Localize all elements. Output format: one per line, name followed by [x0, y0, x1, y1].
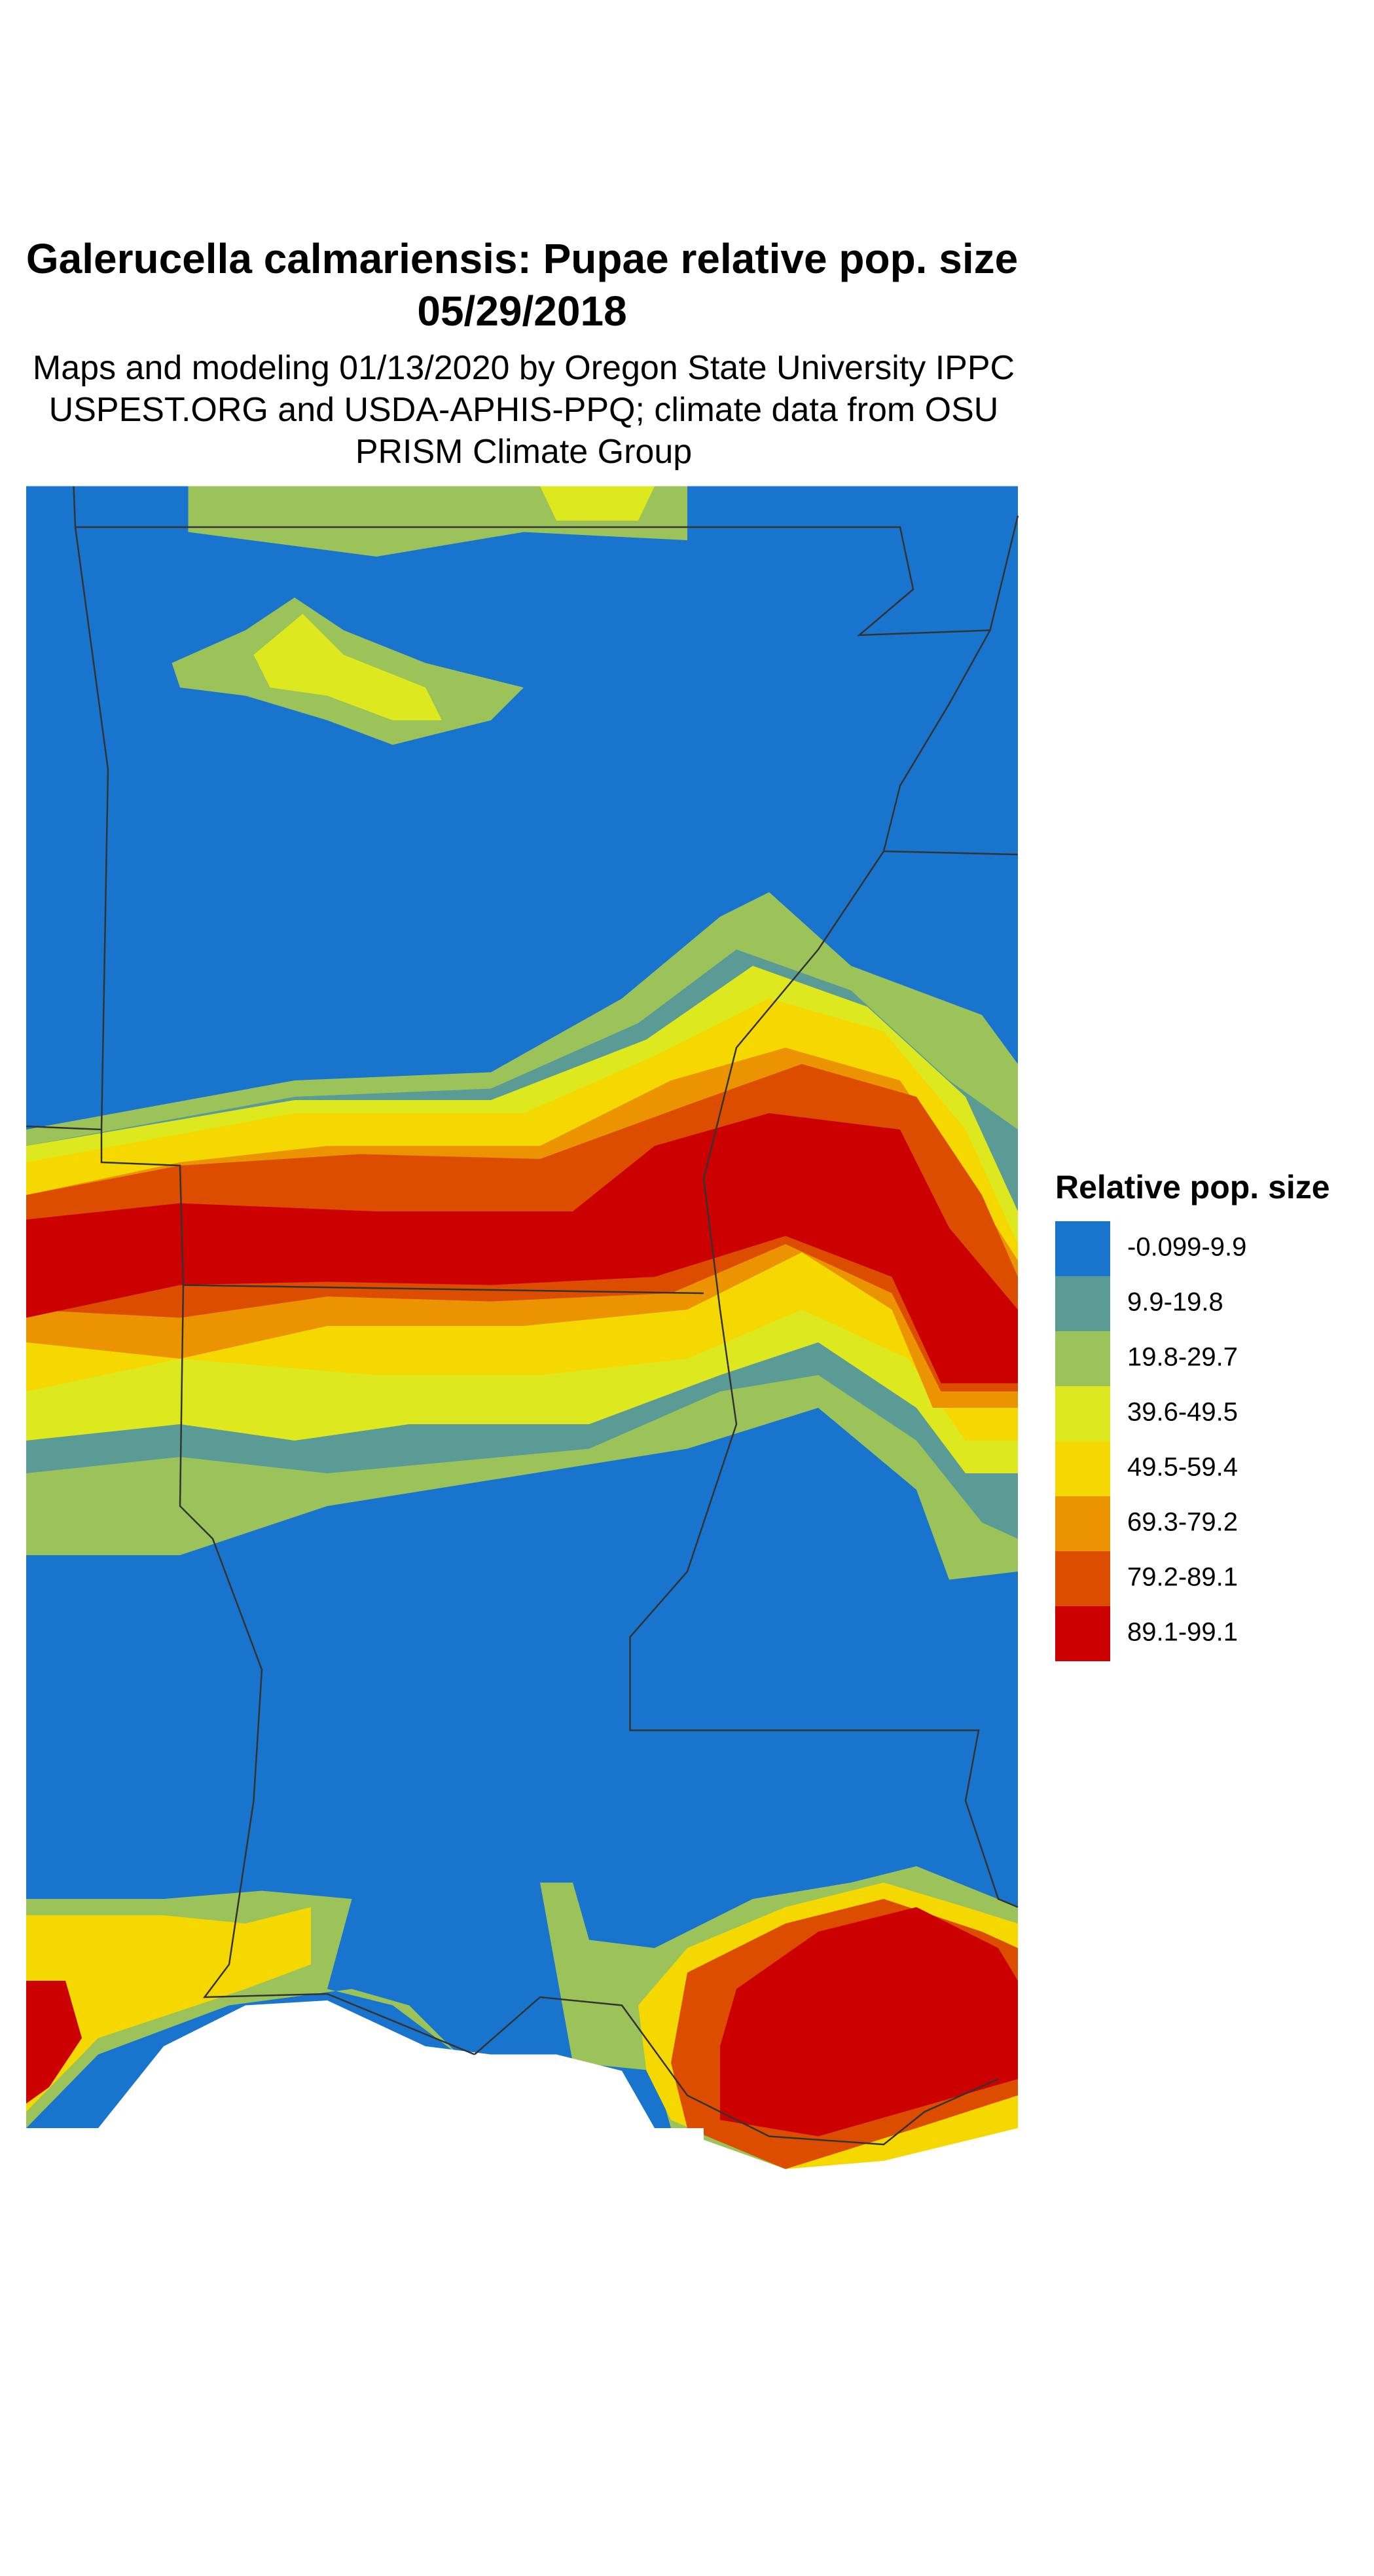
legend-swatch — [1055, 1496, 1110, 1551]
legend-swatch — [1055, 1441, 1110, 1496]
map-title: Galerucella calmariensis: Pupae relative… — [26, 235, 1019, 335]
legend-label: 9.9-19.8 — [1127, 1288, 1223, 1317]
legend: -0.099-9.9 9.9-19.8 19.8-29.7 39.6-49.5 49.5… — [1055, 1221, 1246, 1661]
map-subtitle: Maps and modeling 01/13/2020 by Oregon S… — [32, 349, 1015, 471]
legend-title: Relative pop. size — [1055, 1169, 1330, 1205]
legend-label: 69.3-79.2 — [1127, 1508, 1238, 1537]
legend-label: -0.099-9.9 — [1127, 1233, 1246, 1262]
legend-swatch — [1055, 1606, 1110, 1661]
legend-label: 89.1-99.1 — [1127, 1618, 1238, 1647]
legend-label: 39.6-49.5 — [1127, 1398, 1238, 1427]
legend-label: 79.2-89.1 — [1127, 1563, 1238, 1592]
map-raster — [26, 486, 1019, 2177]
legend-swatch — [1055, 1331, 1110, 1386]
legend-label: 49.5-59.4 — [1127, 1453, 1238, 1482]
legend-swatch — [1055, 1386, 1110, 1441]
legend-swatch — [1055, 1551, 1110, 1606]
legend-swatch — [1055, 1221, 1110, 1276]
legend-swatch — [1055, 1276, 1110, 1331]
legend-label: 19.8-29.7 — [1127, 1343, 1238, 1372]
